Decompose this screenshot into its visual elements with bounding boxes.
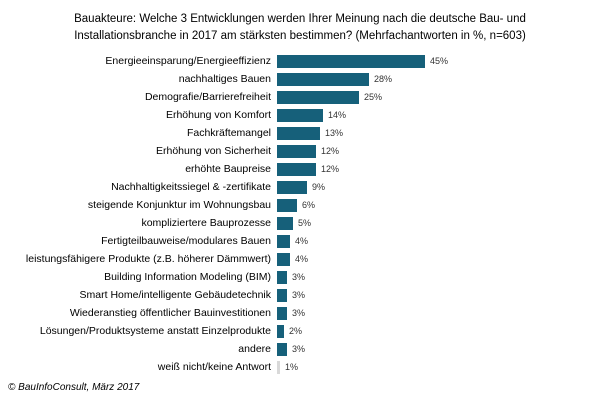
category-label: andere — [238, 343, 271, 355]
value-label: 28% — [374, 74, 393, 84]
source-caption: © BauInfoConsult, März 2017 — [8, 382, 140, 393]
bar-row: weiß nicht/keine Antwort 1% — [0, 358, 600, 376]
chart-title: Bauakteure: Welche 3 Entwicklungen werde… — [0, 0, 600, 45]
bar-row: Wiederanstieg öffentlicher Bauinvestitio… — [0, 304, 600, 322]
bar — [277, 144, 316, 158]
bar-row: kompliziertere Bauprozesse 5% — [0, 214, 600, 232]
value-label: 3% — [292, 344, 306, 354]
bar-chart: Energieeinsparung/Energieeffizienz 45% n… — [0, 52, 600, 376]
bar — [277, 234, 290, 248]
value-label: 5% — [298, 218, 312, 228]
bar-row: andere 3% — [0, 340, 600, 358]
bar — [277, 54, 425, 68]
bar-row: erhöhte Baupreise 12% — [0, 160, 600, 178]
category-label: nachhaltiges Bauen — [178, 73, 271, 85]
category-label: weiß nicht/keine Antwort — [157, 361, 271, 373]
bar — [277, 180, 307, 194]
bar-row: Erhöhung von Sicherheit 12% — [0, 142, 600, 160]
bar — [277, 126, 320, 140]
bar — [277, 90, 359, 104]
bar — [277, 360, 280, 374]
bar — [277, 306, 287, 320]
value-label: 13% — [325, 128, 344, 138]
bar-row: Fertigteilbauweise/modulares Bauen 4% — [0, 232, 600, 250]
category-label: Demografie/Barrierefreiheit — [144, 91, 271, 103]
bar-row: Energieeinsparung/Energieeffizienz 45% — [0, 52, 600, 70]
value-label: 1% — [285, 362, 299, 372]
category-label: Fertigteilbauweise/modulares Bauen — [101, 235, 271, 247]
bar — [277, 342, 287, 356]
bar — [277, 252, 290, 266]
category-label: Erhöhung von Komfort — [165, 109, 271, 121]
bar-row: nachhaltiges Bauen 28% — [0, 70, 600, 88]
bar — [277, 270, 287, 284]
bar-row: Nachhaltigkeitssiegel & -zertifikate 9% — [0, 178, 600, 196]
bar-row: leistungsfähigere Produkte (z.B. höherer… — [0, 250, 600, 268]
category-label: Building Information Modeling (BIM) — [104, 271, 271, 283]
bar-row: Erhöhung von Komfort 14% — [0, 106, 600, 124]
chart-title-line-2: Installationsbranche in 2017 am stärkste… — [74, 30, 526, 42]
category-label: Energieeinsparung/Energieeffizienz — [105, 55, 271, 67]
value-label: 4% — [295, 254, 309, 264]
bar-row: steigende Konjunktur im Wohnungsbau 6% — [0, 196, 600, 214]
value-label: 2% — [289, 326, 303, 336]
bar-row: Demografie/Barrierefreiheit 25% — [0, 88, 600, 106]
value-label: 25% — [364, 92, 383, 102]
value-label: 9% — [312, 182, 326, 192]
category-label: Erhöhung von Sicherheit — [156, 145, 271, 157]
category-label: Smart Home/intelligente Gebäudetechnik — [79, 289, 271, 301]
bar — [277, 198, 297, 212]
value-label: 45% — [430, 56, 449, 66]
value-label: 12% — [321, 146, 340, 156]
category-label: steigende Konjunktur im Wohnungsbau — [87, 199, 271, 211]
value-label: 3% — [292, 272, 306, 282]
value-label: 4% — [295, 236, 309, 246]
bar-row: Fachkräftemangel 13% — [0, 124, 600, 142]
bar — [277, 288, 287, 302]
bar — [277, 216, 293, 230]
bar-row: Building Information Modeling (BIM) 3% — [0, 268, 600, 286]
bar-row: Lösungen/Produktsysteme anstatt Einzelpr… — [0, 322, 600, 340]
category-label: leistungsfähigere Produkte (z.B. höherer… — [25, 253, 271, 265]
bar — [277, 162, 316, 176]
value-label: 3% — [292, 308, 306, 318]
category-label: Wiederanstieg öffentlicher Bauinvestitio… — [69, 307, 271, 319]
bar-row: Smart Home/intelligente Gebäudetechnik 3… — [0, 286, 600, 304]
value-label: 3% — [292, 290, 306, 300]
bar — [277, 72, 369, 86]
value-label: 6% — [302, 200, 316, 210]
chart-title-line-1: Bauakteure: Welche 3 Entwicklungen werde… — [74, 13, 526, 25]
category-label: Nachhaltigkeitssiegel & -zertifikate — [111, 181, 271, 193]
category-label: Lösungen/Produktsysteme anstatt Einzelpr… — [39, 325, 271, 337]
bar — [277, 324, 284, 338]
category-label: kompliziertere Bauprozesse — [141, 217, 271, 229]
bar — [277, 108, 323, 122]
value-label: 12% — [321, 164, 340, 174]
category-label: erhöhte Baupreise — [185, 163, 271, 175]
value-label: 14% — [328, 110, 347, 120]
category-label: Fachkräftemangel — [186, 127, 271, 139]
